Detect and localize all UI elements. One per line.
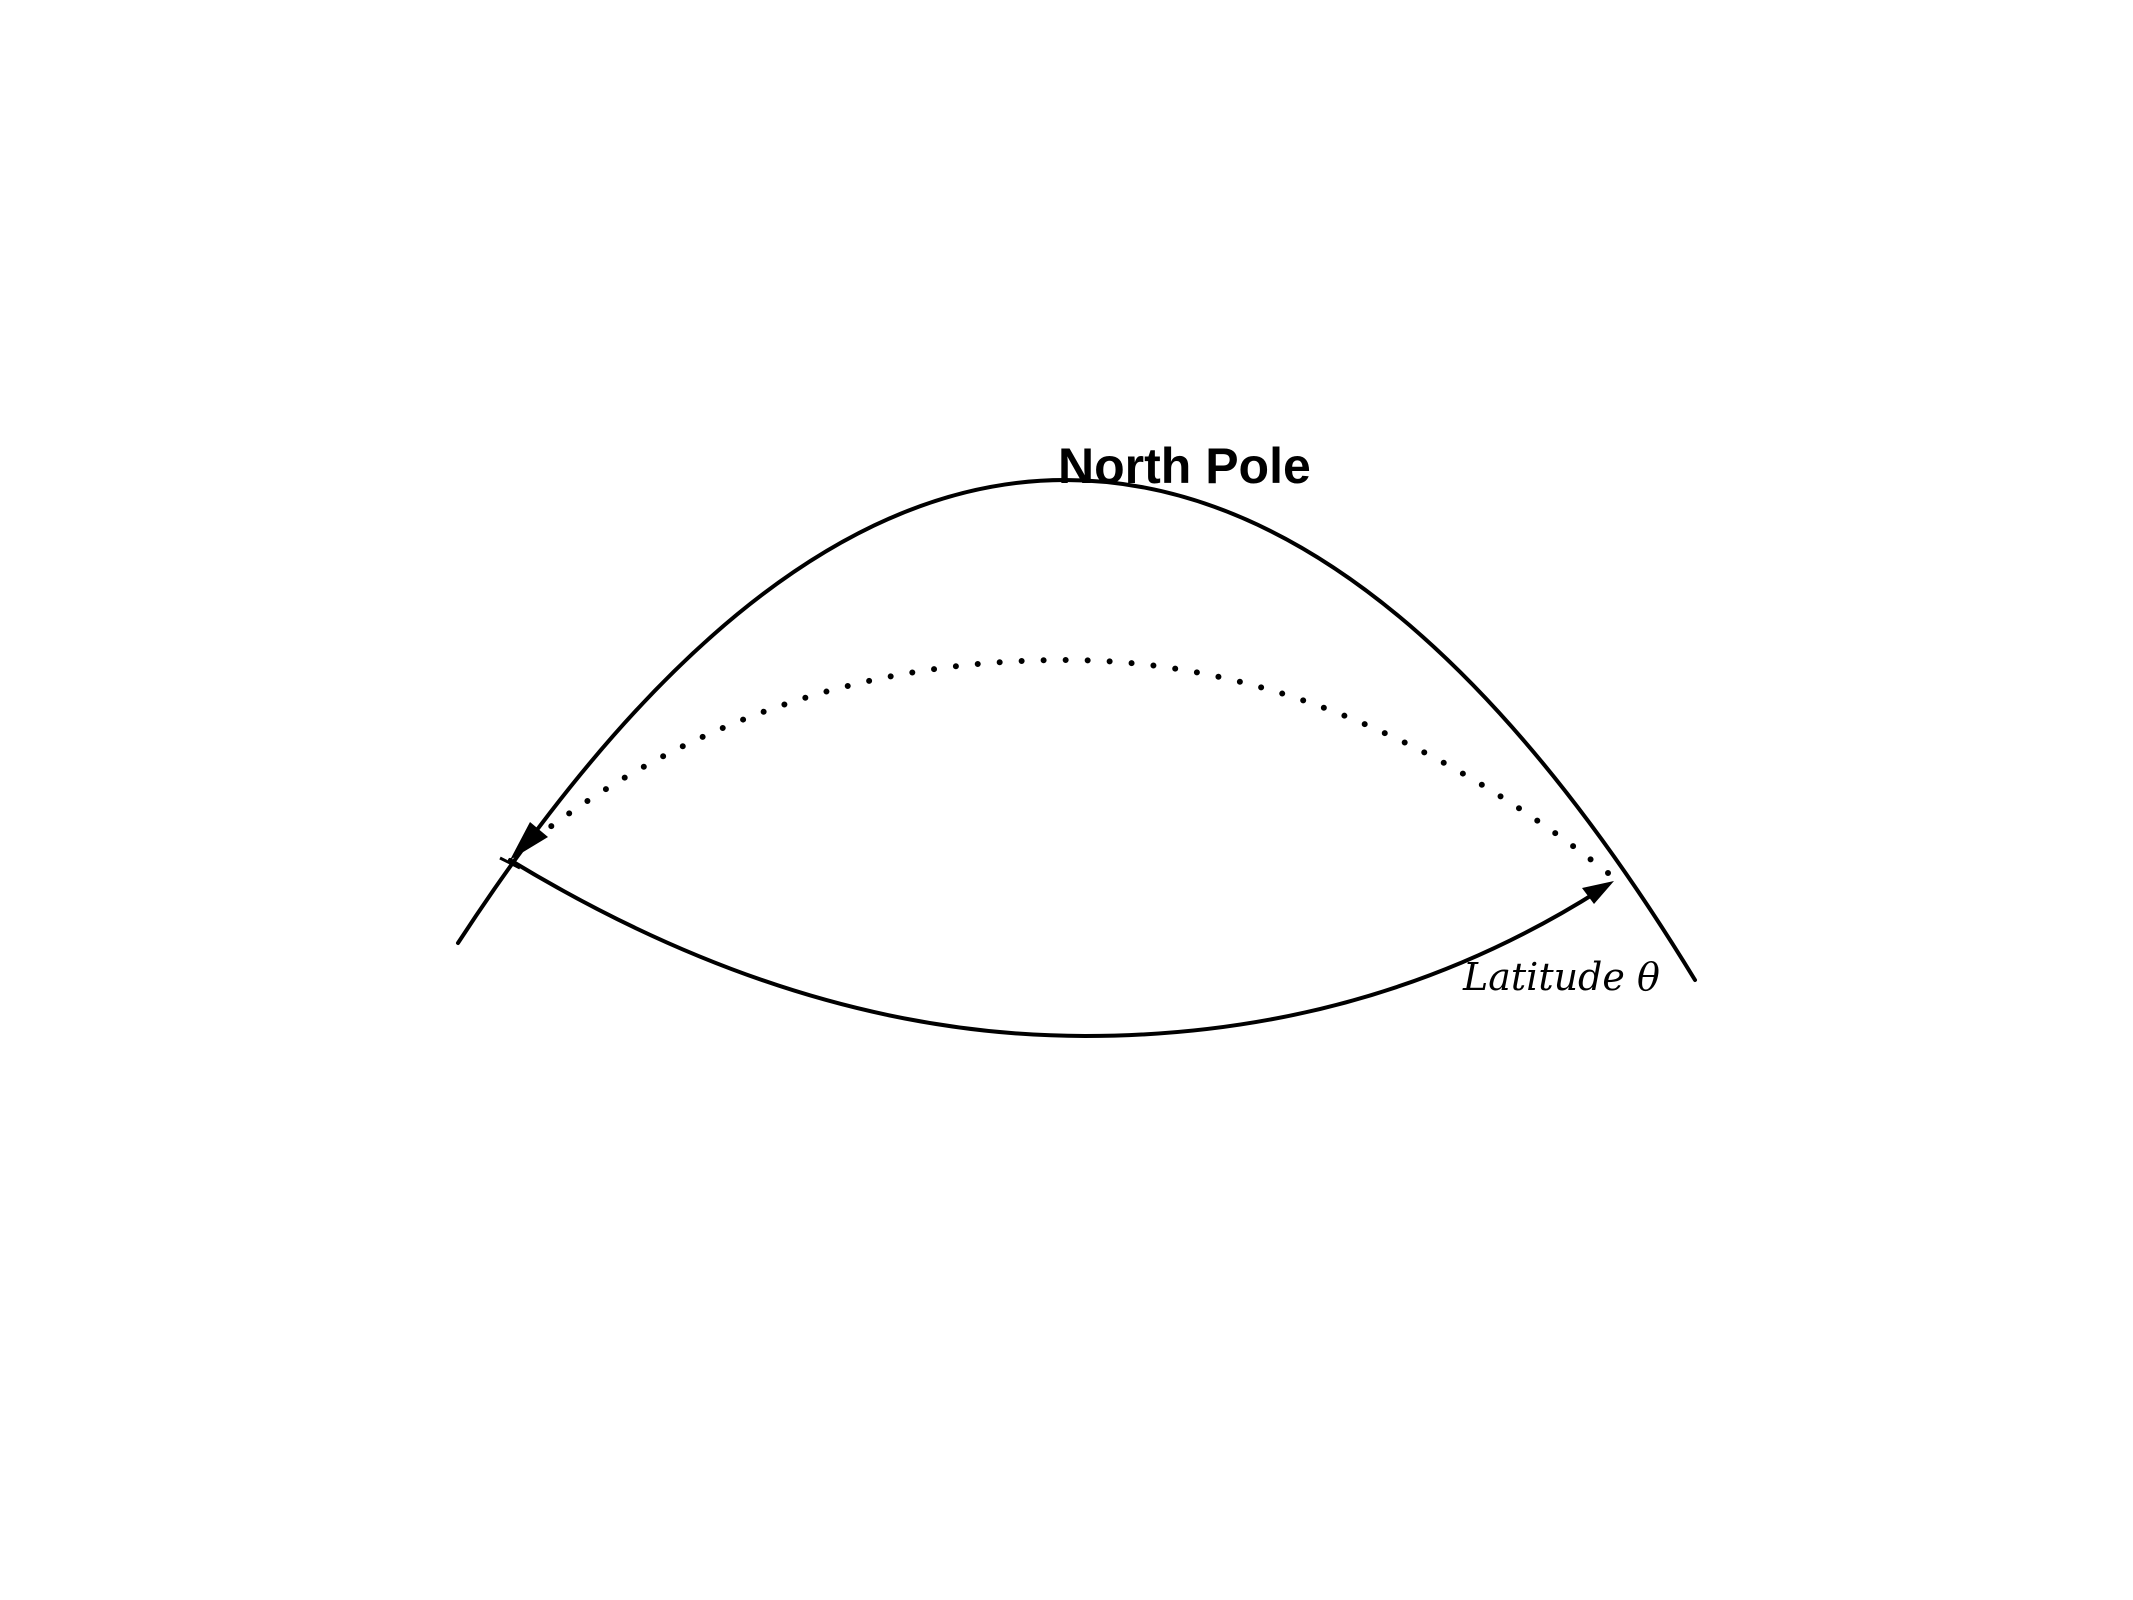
start-point-tick [499,856,521,870]
globe-outline-arc [456,477,1697,982]
north-pole-title: North Pole [1058,438,1311,494]
latitude-path-arc [508,858,1602,1039]
dotted-arrowhead-left [510,822,548,860]
dotted-path-arc [535,656,1611,876]
latitude-label: Latitude θ [1462,955,1660,999]
latitude-arrowhead-right [1582,881,1614,904]
